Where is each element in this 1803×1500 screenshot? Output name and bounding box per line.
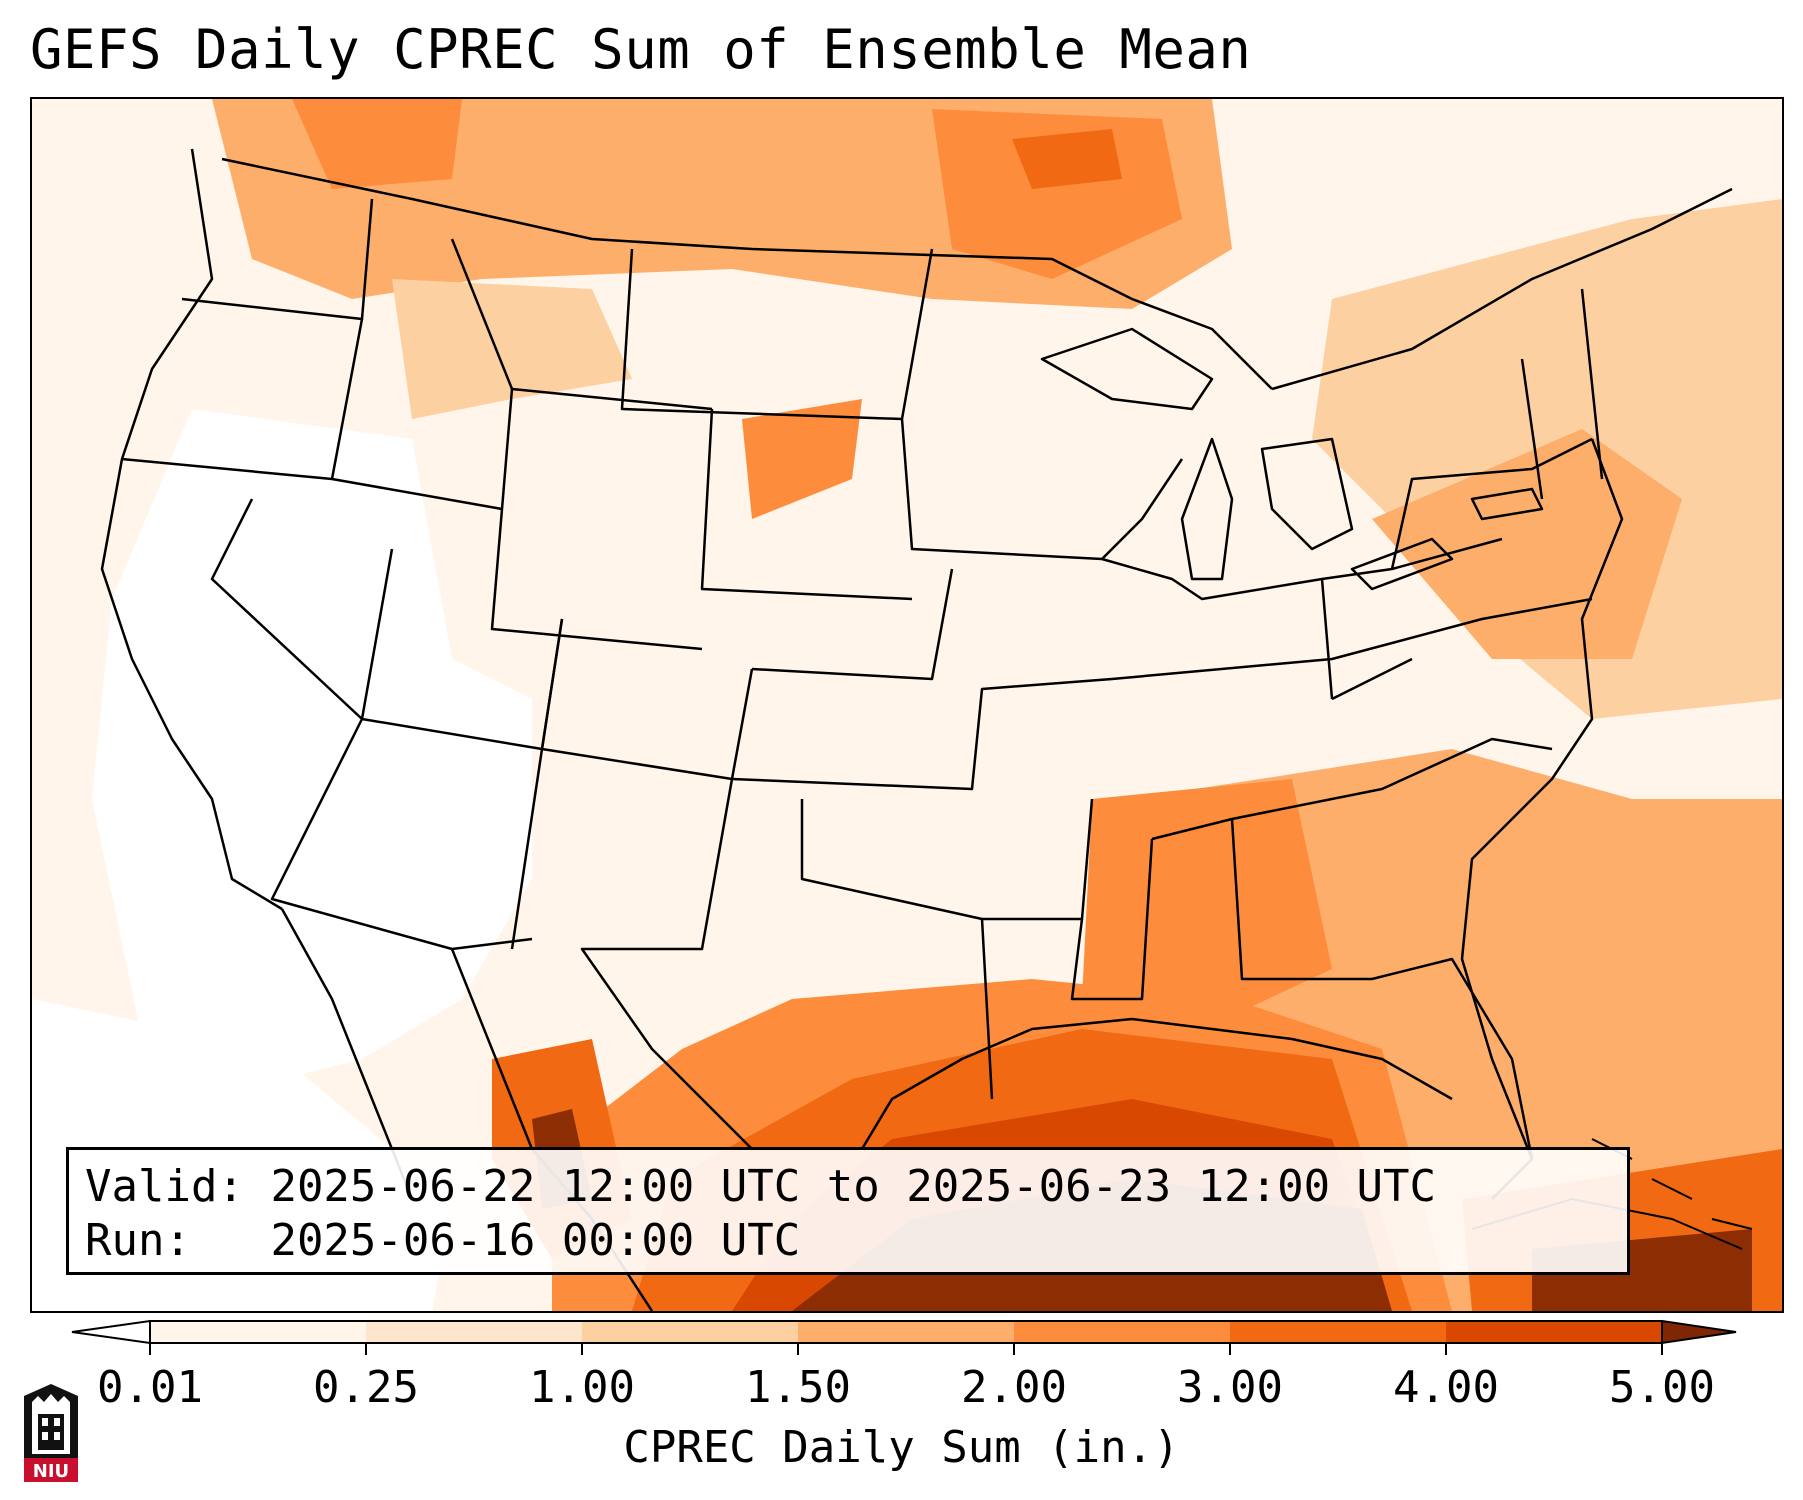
niu-logo: NIU bbox=[24, 1384, 78, 1482]
tick-label-7: 5.00 bbox=[1609, 1362, 1715, 1413]
validity-info-box: Valid: 2025-06-22 12:00 UTC to 2025-06-2… bbox=[66, 1147, 1630, 1275]
valid-value: 2025-06-22 12:00 UTC to 2025-06-23 12:00… bbox=[270, 1161, 1437, 1212]
colorbar-segment-1 bbox=[366, 1321, 582, 1343]
map-panel bbox=[30, 97, 1784, 1313]
colorbar-segment-2 bbox=[582, 1321, 798, 1343]
tick-label-1: 0.25 bbox=[313, 1362, 419, 1413]
niu-logo-text: NIU bbox=[33, 1461, 69, 1482]
colorbar-outline bbox=[149, 1320, 1663, 1344]
colorbar-label: CPREC Daily Sum (in.) bbox=[623, 1422, 1180, 1473]
colorbar-segment-4 bbox=[1014, 1321, 1230, 1343]
tick-label-3: 1.50 bbox=[745, 1362, 851, 1413]
tick-label-4: 2.00 bbox=[961, 1362, 1067, 1413]
colorbar bbox=[71, 1319, 1737, 1355]
colorbar-segments bbox=[71, 1319, 1737, 1345]
run-value: 2025-06-16 00:00 UTC bbox=[270, 1215, 801, 1266]
colorbar-segment-6 bbox=[1446, 1321, 1662, 1343]
map-title: GEFS Daily CPREC Sum of Ensemble Mean bbox=[30, 18, 1252, 81]
colorbar-ticks bbox=[149, 1343, 1663, 1355]
tick-label-0: 0.01 bbox=[97, 1362, 203, 1413]
state-boundaries bbox=[100, 148, 1753, 1311]
colorbar-segment-0 bbox=[150, 1321, 366, 1343]
tick-label-2: 1.00 bbox=[529, 1362, 635, 1413]
valid-label: Valid: bbox=[85, 1161, 244, 1212]
colorbar-segment-5 bbox=[1230, 1321, 1446, 1343]
tick-label-6: 4.00 bbox=[1393, 1362, 1499, 1413]
colorbar-segment-3 bbox=[798, 1321, 1014, 1343]
tick-label-5: 3.00 bbox=[1177, 1362, 1283, 1413]
precipitation-map bbox=[32, 99, 1782, 1311]
colorbar-under-extension bbox=[71, 1319, 151, 1345]
run-label: Run: bbox=[85, 1215, 191, 1266]
colorbar-over-extension bbox=[1661, 1319, 1737, 1345]
